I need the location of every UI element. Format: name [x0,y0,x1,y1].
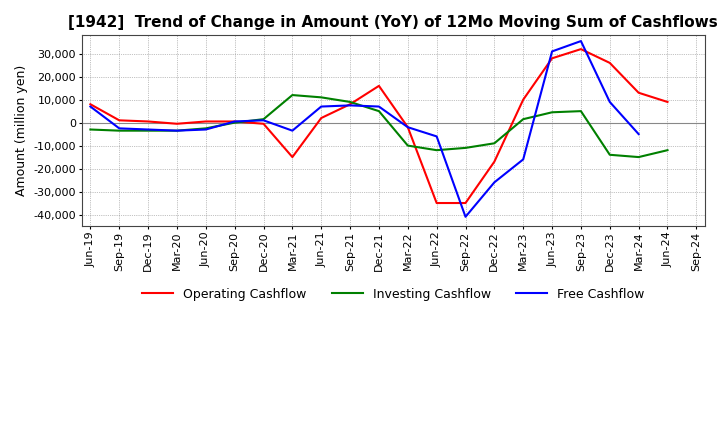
Investing Cashflow [577,109,585,114]
Investing Cashflow [259,117,268,122]
Free Cashflow [288,128,297,133]
Operating Cashflow [432,200,441,205]
Free Cashflow [548,49,557,54]
Investing Cashflow [519,117,528,122]
Operating Cashflow [606,60,614,66]
Title: [1942]  Trend of Change in Amount (YoY) of 12Mo Moving Sum of Cashflows: [1942] Trend of Change in Amount (YoY) o… [68,15,719,30]
Operating Cashflow [346,102,354,107]
Y-axis label: Amount (million yen): Amount (million yen) [15,65,28,196]
Free Cashflow [115,126,124,131]
Free Cashflow [490,180,499,185]
Operating Cashflow [577,47,585,52]
Investing Cashflow [374,109,383,114]
Investing Cashflow [462,145,470,150]
Free Cashflow [259,117,268,123]
Investing Cashflow [403,143,412,148]
Operating Cashflow [86,102,95,107]
Investing Cashflow [346,99,354,105]
Investing Cashflow [663,147,672,153]
Legend: Operating Cashflow, Investing Cashflow, Free Cashflow: Operating Cashflow, Investing Cashflow, … [137,282,649,305]
Free Cashflow [462,214,470,220]
Operating Cashflow [403,125,412,130]
Operating Cashflow [374,83,383,88]
Free Cashflow [346,103,354,108]
Operating Cashflow [173,121,181,126]
Operating Cashflow [462,200,470,205]
Free Cashflow [374,104,383,109]
Free Cashflow [519,157,528,162]
Investing Cashflow [288,92,297,98]
Operating Cashflow [548,56,557,61]
Investing Cashflow [317,95,325,100]
Operating Cashflow [663,99,672,105]
Investing Cashflow [606,152,614,158]
Investing Cashflow [548,110,557,115]
Free Cashflow [606,99,614,105]
Line: Free Cashflow: Free Cashflow [91,41,639,217]
Operating Cashflow [115,117,124,123]
Free Cashflow [317,104,325,109]
Operating Cashflow [317,115,325,121]
Free Cashflow [403,125,412,130]
Investing Cashflow [115,128,124,133]
Investing Cashflow [202,126,210,131]
Investing Cashflow [634,154,643,160]
Operating Cashflow [519,97,528,102]
Investing Cashflow [144,128,153,133]
Investing Cashflow [432,147,441,153]
Investing Cashflow [490,141,499,146]
Free Cashflow [432,134,441,139]
Free Cashflow [86,104,95,109]
Free Cashflow [230,119,239,124]
Line: Operating Cashflow: Operating Cashflow [91,49,667,203]
Operating Cashflow [634,90,643,95]
Free Cashflow [634,132,643,137]
Operating Cashflow [202,119,210,124]
Operating Cashflow [144,119,153,124]
Operating Cashflow [490,159,499,164]
Line: Investing Cashflow: Investing Cashflow [91,95,667,157]
Investing Cashflow [86,127,95,132]
Operating Cashflow [259,121,268,126]
Operating Cashflow [230,119,239,124]
Free Cashflow [173,128,181,133]
Investing Cashflow [230,120,239,125]
Free Cashflow [577,38,585,44]
Free Cashflow [202,127,210,132]
Investing Cashflow [173,128,181,133]
Operating Cashflow [288,154,297,160]
Free Cashflow [144,127,153,132]
